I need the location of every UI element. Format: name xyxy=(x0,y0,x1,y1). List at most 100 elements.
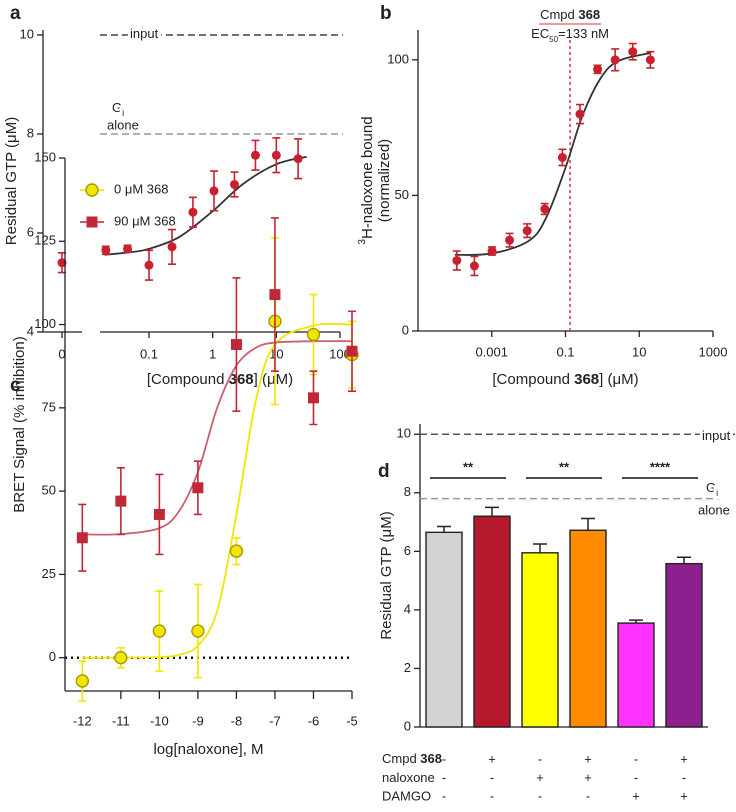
ec50-text: EC50=133 nM xyxy=(531,26,609,43)
condition-label-part: Cmpd xyxy=(382,751,420,766)
x-axis-label-part: 368 xyxy=(229,371,254,388)
error-bar xyxy=(677,556,691,564)
point xyxy=(610,55,620,65)
y-tick-label: 100 xyxy=(34,316,56,331)
x-tick-label: -8 xyxy=(231,713,243,728)
ec50-title-part: Cmpd xyxy=(540,7,578,22)
condition-label: DAMGO xyxy=(382,788,431,803)
y-tick-label: 75 xyxy=(42,399,56,414)
y-tick-label: 50 xyxy=(42,483,56,498)
y-tick-label: 125 xyxy=(34,233,56,248)
x-tick-label: -9 xyxy=(192,713,204,728)
x-tick-label: 0 xyxy=(58,346,65,361)
y-tick-label: 25 xyxy=(42,566,56,581)
x-tick-label: -10 xyxy=(150,713,169,728)
fit-curve xyxy=(104,155,307,256)
x-tick-label: 1000 xyxy=(699,344,728,359)
significance-label: ** xyxy=(559,459,570,474)
x-axis-label-part: [Compound xyxy=(492,371,574,388)
panel-letter: b xyxy=(380,3,392,24)
y-axis-label: (normalized) xyxy=(376,139,393,222)
point xyxy=(114,650,128,665)
x-tick-label: 0.1 xyxy=(140,346,158,361)
y-tick-label: 0 xyxy=(49,649,56,664)
condition-sign: - xyxy=(442,770,446,785)
reference-label-text: G xyxy=(706,480,716,495)
point xyxy=(628,47,638,57)
condition-sign: - xyxy=(682,770,686,785)
condition-sign: + xyxy=(536,770,544,785)
point xyxy=(115,495,127,507)
point xyxy=(307,392,319,404)
reference-label: input xyxy=(702,428,731,443)
condition-sign: + xyxy=(584,751,592,766)
fit-curve xyxy=(82,322,353,659)
y-tick-label: 100 xyxy=(387,51,409,66)
x-tick-label: 0.1 xyxy=(556,344,574,359)
point xyxy=(575,109,585,119)
point xyxy=(123,244,133,254)
y-axis-label: Residual GTP (μM) xyxy=(3,117,20,245)
legend-marker xyxy=(85,183,99,197)
reference-label: alone xyxy=(698,502,730,517)
reference-label: alone xyxy=(107,117,139,132)
x-tick-label: -11 xyxy=(112,713,130,728)
condition-label: Cmpd 368 xyxy=(382,751,442,766)
y-tick-label: 0 xyxy=(402,322,409,337)
y-tick-label: 8 xyxy=(27,125,34,140)
x-tick-label: -12 xyxy=(73,713,92,728)
y-tick-label: 10 xyxy=(397,426,411,441)
significance-label: ** xyxy=(463,459,474,474)
error-bar xyxy=(437,525,451,533)
x-tick-label: -7 xyxy=(269,713,281,728)
point xyxy=(306,327,321,342)
ec50-text-part: 50 xyxy=(549,35,558,44)
point xyxy=(505,235,515,245)
y-tick-label: 4 xyxy=(404,601,411,616)
point xyxy=(153,508,165,520)
x-tick-label: -5 xyxy=(346,713,358,728)
condition-sign: - xyxy=(442,751,446,766)
point xyxy=(346,345,358,357)
x-tick-label: 0.001 xyxy=(475,344,508,359)
point xyxy=(76,532,88,544)
x-axis-label-part: ] (μM) xyxy=(254,371,293,388)
x-axis-label-part: 368 xyxy=(574,371,599,388)
point xyxy=(152,624,167,638)
y-axis-label: Residual GTP (μM) xyxy=(378,511,395,639)
point xyxy=(269,289,281,301)
condition-sign: - xyxy=(538,751,542,766)
condition-sign: - xyxy=(538,788,542,803)
y-tick-label: 8 xyxy=(404,484,411,499)
error-bar xyxy=(533,543,547,553)
bar xyxy=(521,552,559,728)
ec50-text-part: =133 nM xyxy=(558,26,609,41)
point xyxy=(191,624,205,638)
x-axis-label-part: [Compound xyxy=(147,371,229,388)
condition-sign: + xyxy=(680,751,688,766)
condition-label-part: 368 xyxy=(420,751,442,766)
reference-label: Gi xyxy=(706,480,718,498)
panel-letter: d xyxy=(378,461,390,482)
condition-sign: + xyxy=(488,751,496,766)
point xyxy=(230,339,242,351)
point xyxy=(229,544,244,558)
x-tick-label: -6 xyxy=(308,713,320,728)
x-tick-label: 10 xyxy=(632,344,646,359)
y-axis-label: 3H-naloxone bound xyxy=(357,116,376,244)
point xyxy=(487,246,497,256)
x-tick-label: 100 xyxy=(329,346,351,361)
point xyxy=(188,207,198,217)
point xyxy=(192,482,204,494)
point xyxy=(540,204,550,214)
condition-sign: + xyxy=(584,770,592,785)
condition-label: naloxone xyxy=(382,770,435,785)
legend-marker xyxy=(86,216,98,228)
fit-curve xyxy=(454,52,651,256)
significance-label: **** xyxy=(650,459,671,474)
point xyxy=(101,245,111,255)
y-axis-label-sup: 3 xyxy=(357,239,368,245)
y-tick-label: 10 xyxy=(20,26,34,41)
point xyxy=(167,242,177,252)
point xyxy=(645,55,655,65)
